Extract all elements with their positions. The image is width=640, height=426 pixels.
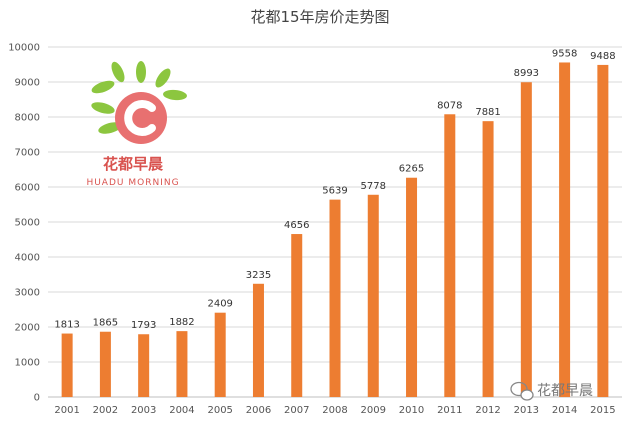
bar: [482, 121, 494, 397]
data-label: 1882: [169, 317, 194, 328]
bar: [597, 64, 609, 398]
x-tick-label: 2003: [131, 405, 156, 416]
bar: [291, 234, 303, 397]
y-tick-label: 8000: [15, 113, 40, 124]
data-label: 1865: [93, 318, 118, 329]
bar: [252, 283, 264, 397]
y-tick-label: 0: [34, 393, 40, 404]
logo: 花都早晨 HUADU MORNING: [86, 61, 187, 188]
x-tick-label: 2009: [361, 405, 386, 416]
x-axis: 2001 2002 2003 2004 2005 2006 2007 2008 2009 2010…: [54, 405, 615, 416]
x-tick-label: 2004: [169, 405, 194, 416]
x-tick-label: 2010: [399, 405, 424, 416]
data-label: 9558: [552, 48, 577, 59]
y-tick-label: 9000: [15, 78, 40, 89]
x-tick-label: 2014: [552, 405, 577, 416]
bar: [559, 62, 571, 397]
bar: [329, 199, 341, 397]
bar: [138, 334, 150, 397]
x-tick-label: 2015: [590, 405, 615, 416]
data-label: 3235: [246, 270, 271, 281]
x-tick-label: 2001: [54, 405, 79, 416]
y-tick-label: 10000: [8, 43, 40, 54]
y-tick-label: 3000: [15, 288, 40, 299]
sun-c-icon: [115, 92, 167, 144]
data-label: 8993: [514, 68, 539, 79]
data-label: 6265: [399, 164, 424, 175]
x-tick-label: 2005: [207, 405, 232, 416]
x-tick-label: 2008: [322, 405, 347, 416]
data-label: 1793: [131, 320, 156, 331]
bar: [99, 331, 111, 397]
bar: [176, 331, 188, 397]
bar: [444, 114, 456, 398]
watermark-text: 花都早晨: [537, 383, 593, 399]
y-tick-label: 2000: [15, 323, 40, 334]
bars: [61, 62, 609, 398]
logo-name-cn: 花都早晨: [103, 155, 164, 173]
x-tick-label: 2007: [284, 405, 309, 416]
data-label: 4656: [284, 220, 309, 231]
data-label: 7881: [475, 107, 500, 118]
y-tick-label: 6000: [15, 183, 40, 194]
x-tick-label: 2012: [475, 405, 500, 416]
data-label: 2409: [207, 299, 232, 310]
x-tick-label: 2011: [437, 405, 462, 416]
bar: [214, 312, 226, 397]
data-label: 1813: [54, 320, 79, 331]
chart-title: 花都15年房价走势图: [250, 8, 389, 26]
data-labels: 1813 1865 1793 1882 2409 3235 4656 5639 5778 6265…: [54, 48, 615, 331]
data-label: 5639: [322, 186, 347, 197]
x-tick-label: 2006: [246, 405, 271, 416]
data-label: 8078: [437, 100, 462, 111]
logo-name-en: HUADU MORNING: [86, 178, 179, 188]
y-tick-label: 5000: [15, 218, 40, 229]
watermark: 花都早晨: [510, 381, 593, 401]
bar: [520, 82, 532, 398]
data-label: 5778: [361, 181, 386, 192]
y-tick-label: 7000: [15, 148, 40, 159]
bar: [367, 194, 379, 397]
x-tick-label: 2013: [514, 405, 539, 416]
leaf-icon: [91, 61, 187, 134]
data-label: 9488: [590, 51, 615, 62]
x-tick-label: 2002: [93, 405, 118, 416]
bar: [61, 333, 73, 397]
y-tick-label: 4000: [15, 253, 40, 264]
wechat-icon: [510, 381, 534, 401]
y-axis: 0 1000 2000 3000 4000 5000 6000 7000 8000 9000 100…: [8, 43, 40, 404]
bar: [406, 177, 418, 397]
y-tick-label: 1000: [15, 358, 40, 369]
